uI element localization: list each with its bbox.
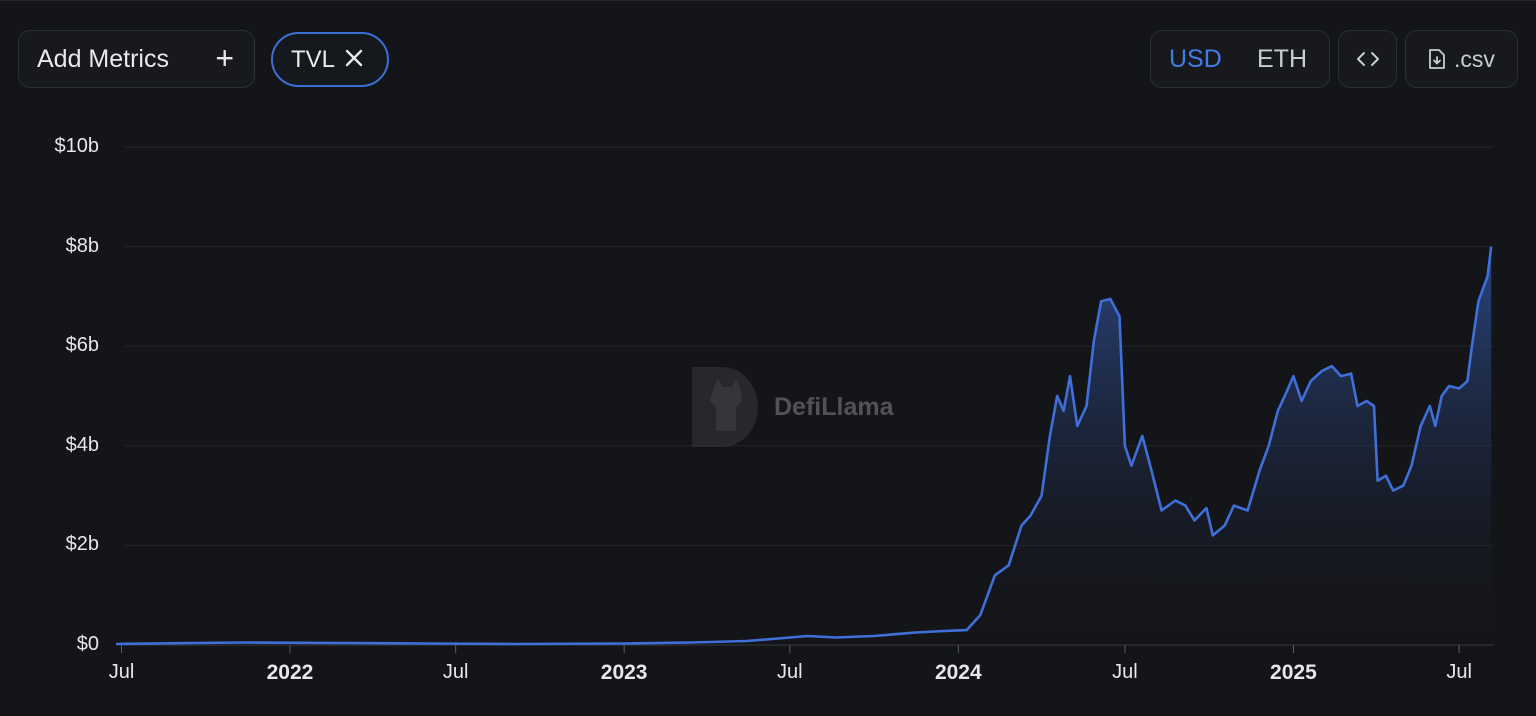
y-tick-label: $0 [76,633,99,655]
x-tick-label: Jul [442,661,469,683]
y-tick-label: $6b [65,334,99,357]
add-metrics-button[interactable]: Add Metrics + [18,30,255,88]
file-download-icon [1429,49,1445,69]
x-tick-label: 2025 [1270,661,1317,684]
add-metrics-label: Add Metrics [37,44,169,73]
defillama-watermark: DefiLlama [692,367,932,447]
csv-label: .csv [1454,45,1495,72]
tvl-metric-chip[interactable]: TVL [271,32,389,87]
llama-logo-icon [692,367,758,447]
x-tick-label: Jul [108,661,135,683]
x-tick-label: 2024 [934,661,982,684]
plus-icon: + [215,40,234,76]
x-tick-label: 2023 [600,661,648,684]
x-tick-label: Jul [1112,661,1138,683]
close-icon[interactable] [343,47,365,69]
currency-option-usd[interactable]: USD [1169,45,1222,73]
y-tick-label: $4b [65,433,99,456]
embed-button[interactable] [1338,30,1397,88]
x-tick-label: Jul [777,661,803,683]
code-brackets-icon [1356,52,1379,66]
tvl-chip-label: TVL [291,45,336,73]
tvl-area [116,246,1492,645]
y-tick-label: $8b [65,234,99,257]
tvl-line [115,246,1493,646]
x-tick-label: Jul [1446,661,1472,683]
currency-option-eth[interactable]: ETH [1257,45,1307,73]
x-tick-label: 2022 [266,661,314,684]
currency-toggle: USD ETH [1150,30,1330,88]
download-csv-button[interactable]: .csv [1405,30,1518,88]
watermark-text: DefiLlama [774,393,894,421]
y-tick-label: $10b [54,135,100,157]
y-tick-label: $2b [65,533,99,556]
